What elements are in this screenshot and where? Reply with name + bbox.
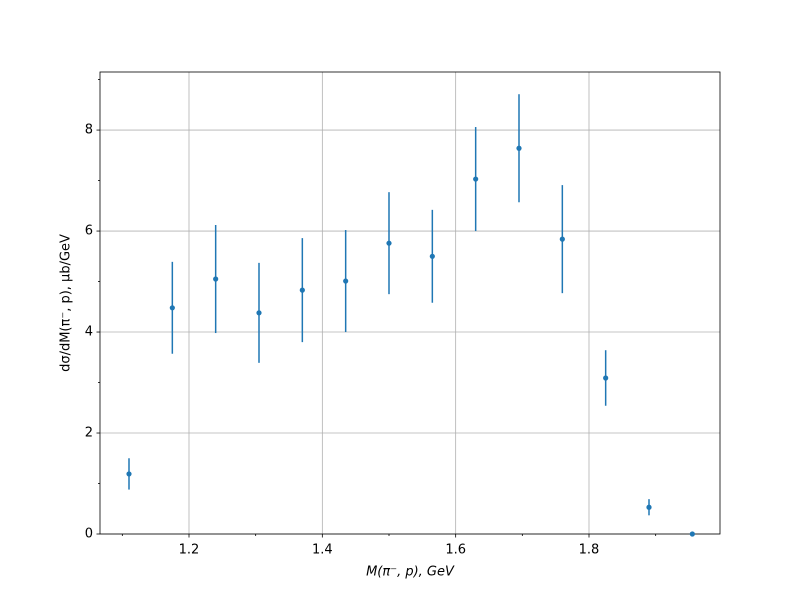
x-tick-label: 1.4 (312, 543, 333, 558)
y-tick-label: 6 (85, 224, 93, 239)
y-axis-label: dσ/dM(π⁻, p), µb/GeV (59, 234, 74, 372)
data-point (689, 531, 695, 537)
data-point (516, 145, 522, 151)
y-tick-label: 4 (85, 325, 93, 340)
x-tick-label: 1.6 (445, 543, 466, 558)
data-point (429, 253, 435, 259)
y-tick-label: 2 (85, 426, 93, 441)
data-point (559, 236, 565, 242)
axes-frame (99, 71, 721, 535)
data-point (169, 305, 175, 311)
data-point (386, 240, 392, 246)
data-point (343, 278, 349, 284)
x-axis-label: M(π⁻, p), GeV (366, 565, 455, 580)
data-point (256, 310, 262, 316)
data-point (473, 176, 479, 182)
data-point (646, 504, 652, 510)
data-point (299, 287, 305, 293)
x-tick-label: 1.8 (579, 543, 600, 558)
x-tick-label: 1.2 (179, 543, 200, 558)
y-tick-label: 8 (85, 123, 93, 138)
data-point (603, 375, 609, 381)
data-point (126, 471, 132, 477)
data-point (213, 276, 219, 282)
y-tick-label: 0 (85, 527, 93, 542)
